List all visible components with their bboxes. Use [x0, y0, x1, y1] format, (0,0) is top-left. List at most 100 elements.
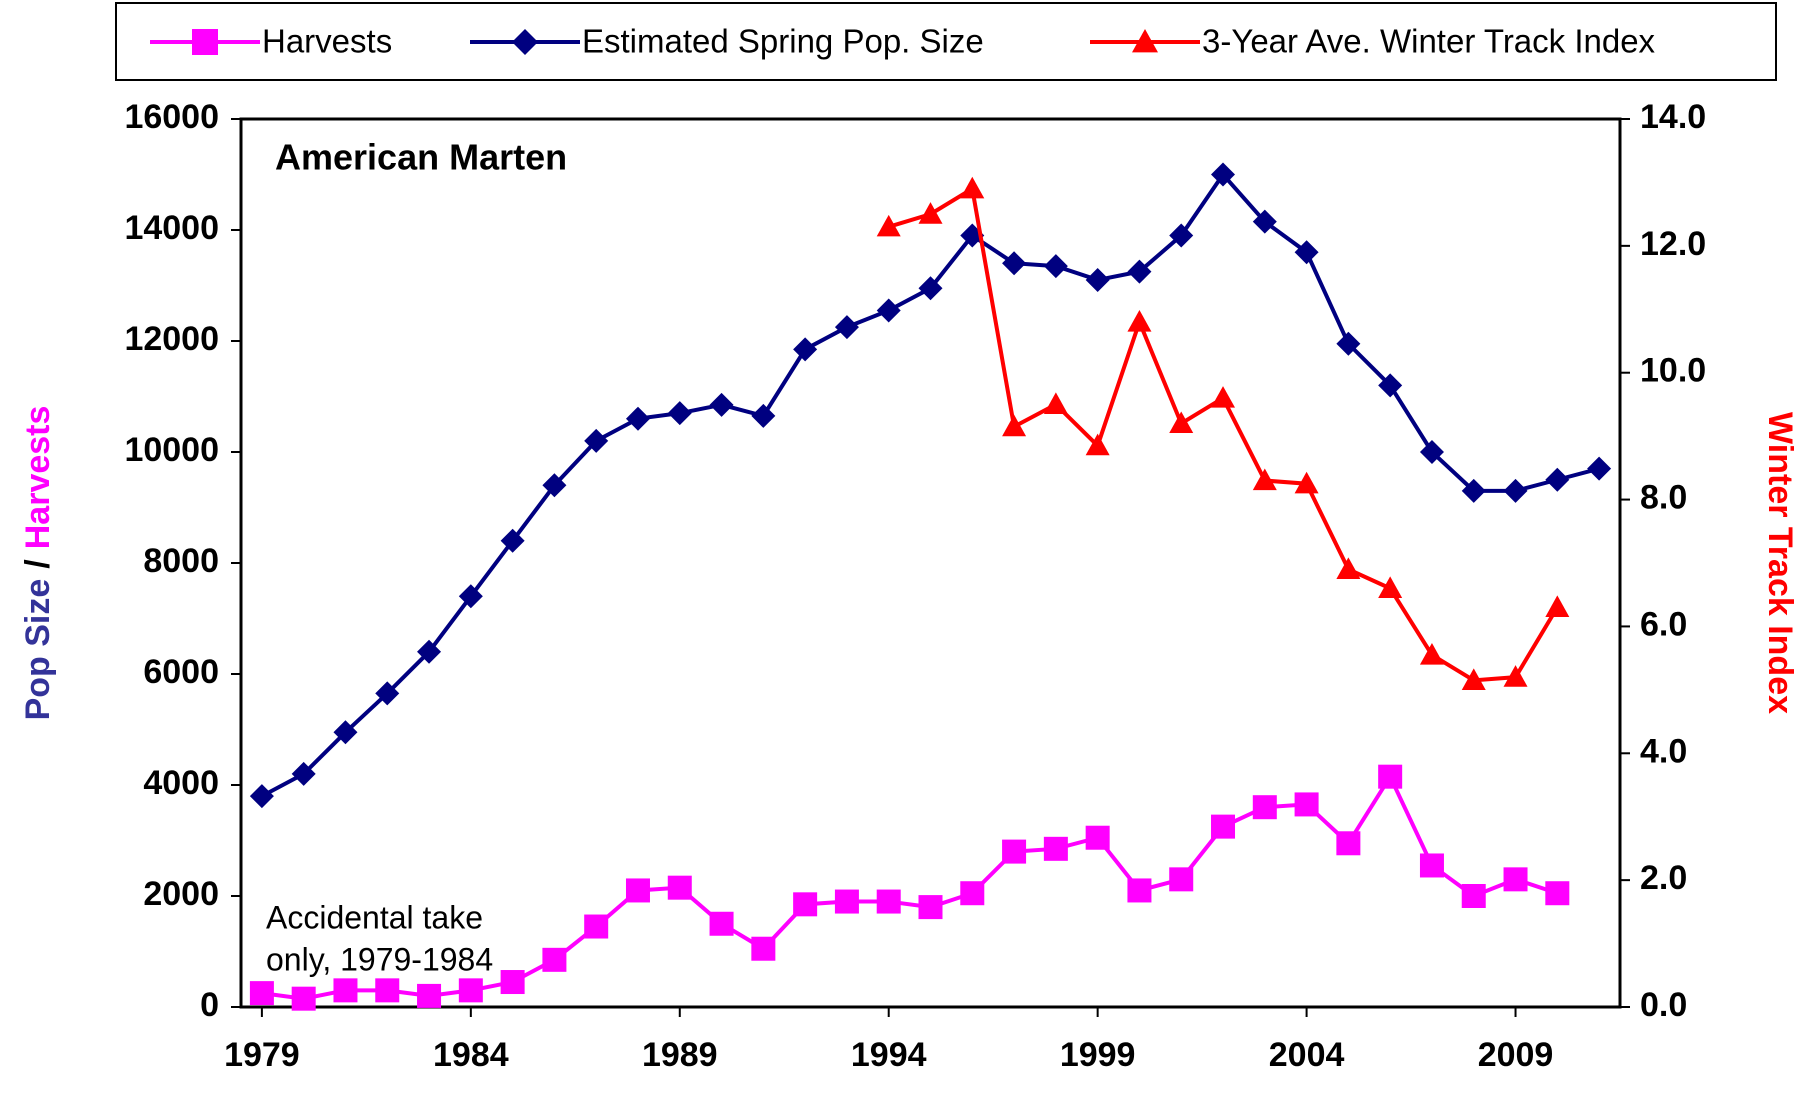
data-point [500, 970, 525, 995]
data-point [1545, 881, 1570, 906]
data-point [249, 784, 274, 809]
data-point [918, 895, 943, 920]
data-point [1211, 162, 1236, 187]
data-point [625, 878, 650, 903]
data-point [333, 720, 358, 745]
data-point [1587, 456, 1612, 481]
legend-label: 3-Year Ave. Winter Track Index [1202, 23, 1656, 60]
data-point [1419, 853, 1444, 878]
data-point [1043, 836, 1068, 861]
data-point [1378, 576, 1403, 598]
data-point [1211, 386, 1236, 408]
data-point [1002, 839, 1027, 864]
data-point [1043, 392, 1068, 415]
data-point [793, 337, 818, 362]
data-point [1252, 209, 1277, 234]
data-point [417, 983, 442, 1008]
data-point [1043, 254, 1068, 279]
annotation: only, 1979-1984 [266, 941, 493, 977]
y2-tick-label: 4.0 [1640, 732, 1687, 770]
data-point [417, 639, 442, 664]
data-point [584, 428, 609, 453]
data-point [1127, 259, 1152, 284]
legend-marker [192, 29, 218, 55]
x-tick-label: 1989 [642, 1036, 718, 1074]
data-point [542, 947, 567, 972]
data-point [249, 981, 274, 1006]
data-point [625, 406, 650, 431]
data-point [375, 681, 400, 706]
data-point [876, 214, 901, 237]
data-point [960, 176, 985, 199]
x-tick-label: 2004 [1269, 1036, 1345, 1074]
data-point [709, 911, 734, 936]
data-point [834, 315, 859, 340]
legend-marker [512, 29, 538, 55]
data-point [1503, 867, 1528, 892]
data-point [458, 584, 483, 609]
x-tick-label: 1994 [851, 1036, 927, 1074]
data-point [1169, 223, 1194, 248]
data-point [1336, 831, 1361, 856]
data-point [876, 889, 901, 914]
data-point [1085, 267, 1110, 292]
y-tick-label: 10000 [124, 431, 219, 469]
data-point [1127, 309, 1152, 332]
y-axis-label-part: Pop Size [19, 579, 57, 721]
legend-label: Harvests [262, 23, 392, 60]
data-point [918, 202, 943, 224]
y2-tick-label: 6.0 [1640, 605, 1687, 643]
y-axis-label-part: / [19, 559, 57, 569]
data-point [500, 528, 525, 553]
y2-tick-label: 14.0 [1640, 98, 1706, 136]
data-point [1085, 433, 1110, 456]
data-point [1002, 414, 1027, 437]
data-point [333, 978, 358, 1003]
legend-marker [1132, 29, 1158, 53]
x-tick-label: 1999 [1060, 1036, 1136, 1074]
y-tick-label: 6000 [143, 653, 219, 691]
y2-tick-label: 8.0 [1640, 479, 1687, 517]
data-point [1127, 878, 1152, 903]
data-point [1503, 478, 1528, 503]
data-point [1002, 251, 1027, 276]
x-tick-label: 1984 [433, 1036, 509, 1074]
x-tick-label: 2009 [1478, 1036, 1554, 1074]
data-point [834, 889, 859, 914]
data-point [918, 276, 943, 301]
data-point [751, 403, 776, 428]
y2-tick-label: 2.0 [1640, 859, 1687, 897]
data-point [1545, 595, 1570, 617]
data-point [291, 986, 316, 1011]
y-tick-label: 14000 [124, 209, 219, 247]
y2-tick-label: 0.0 [1640, 986, 1687, 1024]
y-tick-label: 16000 [124, 98, 219, 136]
data-point [1461, 668, 1486, 690]
data-point [667, 401, 692, 426]
data-point [458, 978, 483, 1003]
data-point [960, 881, 985, 906]
data-point [1085, 825, 1110, 850]
data-point [375, 978, 400, 1003]
data-point [1211, 814, 1236, 839]
legend-box [115, 2, 1777, 81]
y2-tick-label: 12.0 [1640, 225, 1706, 263]
data-point [291, 761, 316, 786]
data-point [709, 392, 734, 417]
data-point [1378, 764, 1403, 789]
data-point [667, 875, 692, 900]
data-point [1545, 467, 1570, 492]
plot-area [239, 117, 1622, 1009]
chart-title: American Marten [275, 137, 567, 178]
y-tick-label: 4000 [143, 764, 219, 802]
data-point [542, 473, 567, 498]
data-point [793, 892, 818, 917]
y2-tick-label: 10.0 [1640, 352, 1706, 390]
data-point [1169, 411, 1194, 434]
data-point [1378, 373, 1403, 398]
x-tick-label: 1979 [224, 1036, 300, 1074]
data-point [1252, 468, 1277, 491]
annotation: Accidental take [266, 899, 483, 935]
y-tick-label: 12000 [124, 320, 219, 358]
